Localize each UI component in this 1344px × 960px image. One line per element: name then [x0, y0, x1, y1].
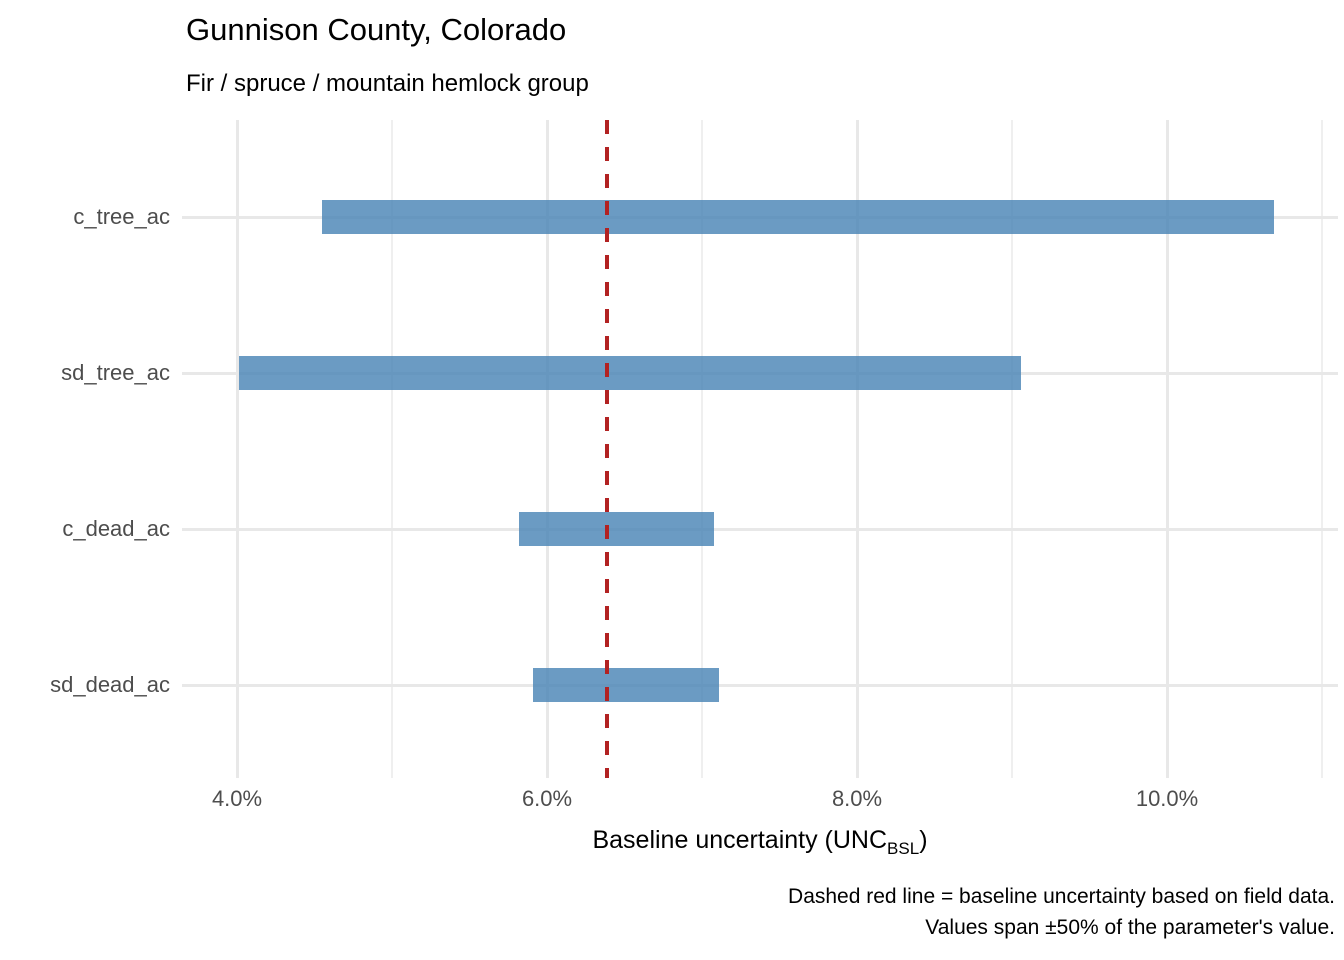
- x-axis-title-prefix: Baseline uncertainty (UNC: [592, 826, 888, 854]
- baseline-dashed-line: [605, 120, 610, 778]
- plot-title: Gunnison County, Colorado: [186, 12, 567, 47]
- y-tick-label-sd_tree_ac: sd_tree_ac: [61, 360, 170, 385]
- caption: Dashed red line = baseline uncertainty b…: [788, 881, 1335, 943]
- caption-line-1: Dashed red line = baseline uncertainty b…: [788, 885, 1335, 908]
- grid-line-x-minor: [701, 120, 704, 778]
- y-tick-label-c_dead_ac: c_dead_ac: [62, 516, 170, 541]
- x-tick-label: 8.0%: [831, 786, 883, 811]
- caption-line-2: Values span ±50% of the parameter's valu…: [925, 916, 1335, 939]
- grid-line-x-major: [545, 120, 549, 778]
- bar-sd_tree_ac: [238, 356, 1022, 390]
- grid-line-x-minor: [391, 120, 394, 778]
- grid-line-x-minor: [1321, 120, 1324, 778]
- y-tick-label-sd_dead_ac: sd_dead_ac: [50, 672, 170, 697]
- x-tick-label: 4.0%: [211, 786, 263, 811]
- bar-c_tree_ac: [322, 200, 1274, 234]
- x-tick-label: 6.0%: [521, 786, 573, 811]
- grid-line-x-major: [855, 120, 859, 778]
- grid-line-x-minor: [1011, 120, 1014, 778]
- grid-line-x-major: [235, 120, 239, 778]
- bar-sd_dead_ac: [533, 668, 720, 702]
- grid-line-x-major: [1165, 120, 1169, 778]
- x-tick-label: 10.0%: [1135, 786, 1199, 811]
- grid-line-y: [182, 527, 1338, 531]
- bar-c_dead_ac: [519, 512, 715, 546]
- x-axis-title-subscript: BSL: [887, 839, 920, 858]
- x-axis-title: Baseline uncertainty (UNCBSL): [182, 826, 1338, 859]
- grid-line-y: [182, 683, 1338, 687]
- x-axis-title-suffix: ): [919, 826, 928, 854]
- y-tick-label-c_tree_ac: c_tree_ac: [73, 204, 170, 229]
- plot-panel: [182, 120, 1338, 778]
- plot-subtitle: Fir / spruce / mountain hemlock group: [186, 70, 589, 97]
